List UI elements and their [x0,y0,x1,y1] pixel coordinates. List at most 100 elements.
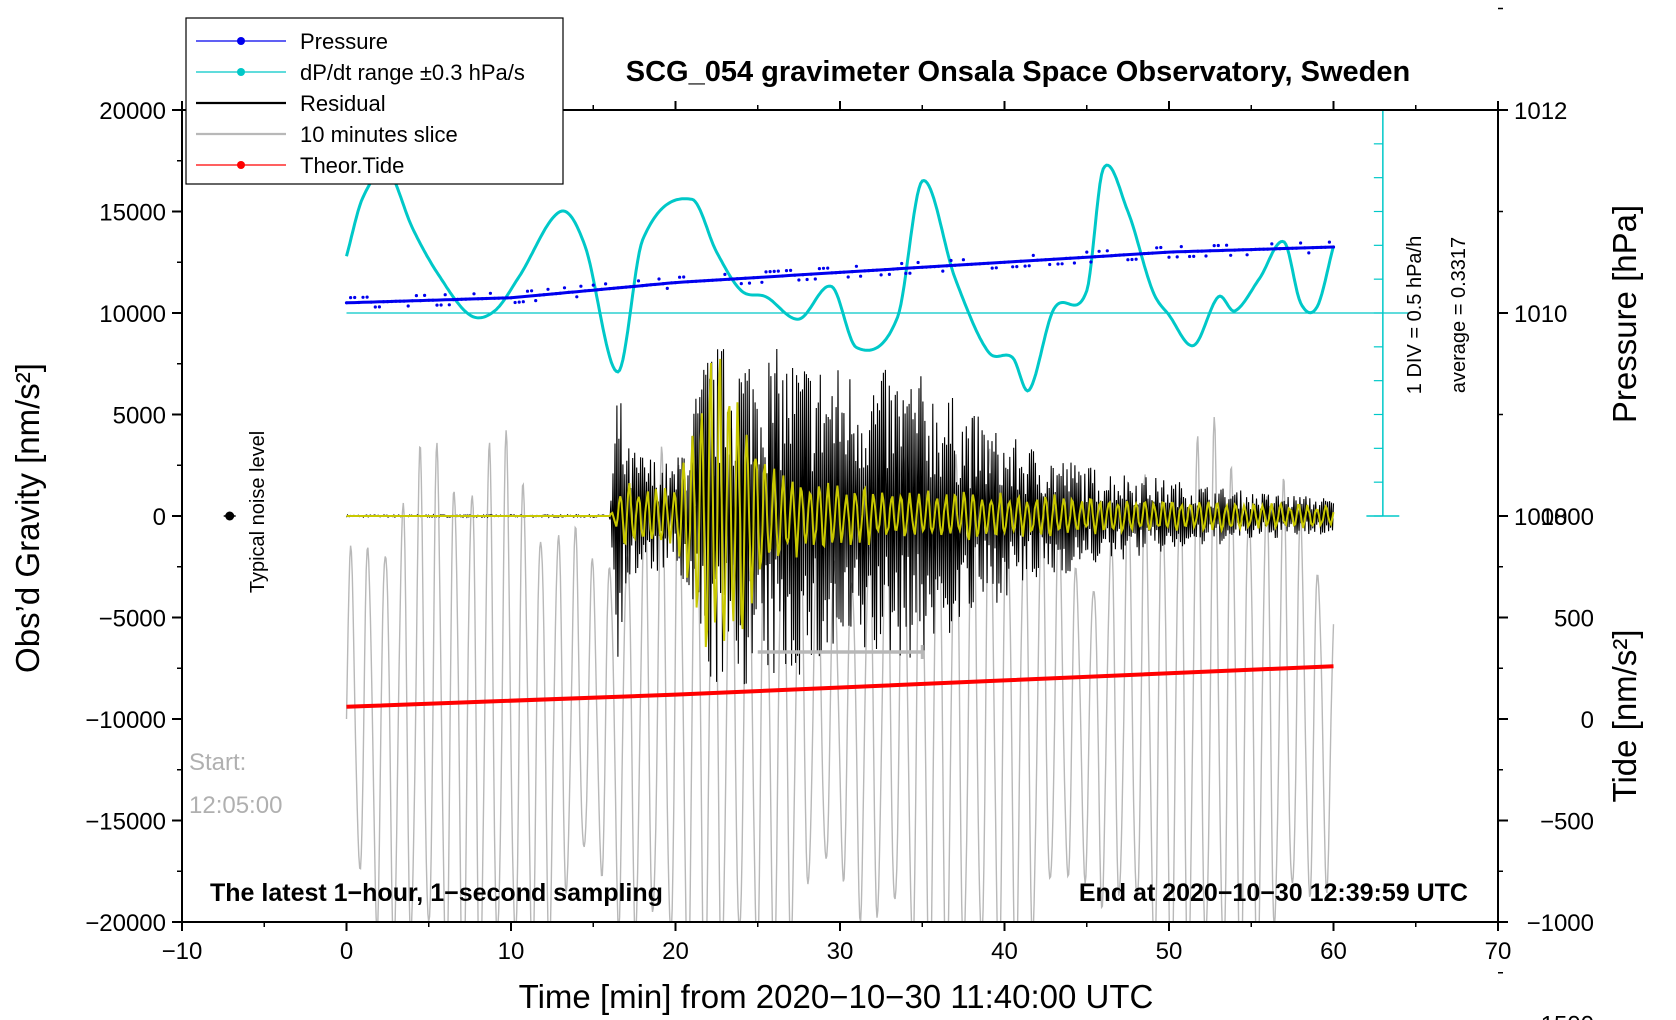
pressure-point [1286,246,1290,250]
y-tick-label: 0 [153,504,166,531]
pressure-point [961,258,966,262]
pressure-point [982,261,986,266]
pressure-point [1216,243,1220,248]
pressure-point [1023,264,1027,268]
tide-tick-label: −1000 [1527,910,1594,937]
pressure-point [883,268,887,272]
pressure-point [1068,256,1072,260]
pressure-point [817,267,822,271]
pressure-point [933,265,937,269]
series-theoretical-tide [346,664,1334,709]
pressure-point [1249,248,1253,252]
pressure-point [468,297,472,301]
pressure-point [443,293,447,297]
pressure-point [706,278,711,283]
x-axis-label: Time [min] from 2020−10−30 11:40:00 UTC [519,978,1154,1015]
pressure-point [534,299,538,303]
pressure-point [1196,249,1200,253]
pressure-point [562,286,567,290]
x-tick-label: 70 [1485,938,1512,965]
pressure-point [1052,257,1056,261]
x-tick-label: 60 [1320,938,1347,965]
pressure-point [1200,249,1204,253]
pressure-point [406,304,410,308]
pressure-point [546,287,550,291]
pressure-point [710,278,715,282]
pressure-point [636,279,641,283]
y-tick-label: −5000 [99,606,166,633]
pressure-point [1237,248,1241,252]
pressure-tick-label: 1010 [1514,301,1567,328]
pressure-point [760,280,764,284]
pressure-point [776,269,780,273]
pressure-point [916,260,920,265]
noise-level-label: Typical noise level [247,431,269,593]
pressure-point [920,265,924,269]
pressure-point [1122,253,1126,257]
pressure-point [1323,245,1327,249]
pressure-point [373,305,377,309]
pressure-point [1118,253,1122,257]
pressure-point [645,283,649,287]
pressure-point [978,262,982,266]
pressure-point [1035,258,1039,262]
pressure-point [414,294,418,298]
pressure-point [1109,254,1113,258]
pressure-point [1253,247,1257,251]
pressure-point [682,275,686,279]
pressure-point [747,281,752,285]
pressure-point [1212,244,1216,248]
pressure-point [937,264,941,268]
pressure-point [1105,249,1109,253]
pressure-point [879,273,883,277]
y-tick-label: 10000 [99,301,166,328]
pressure-point [1188,254,1192,259]
scale-average-label: average = 0.3317 [1448,237,1470,393]
pressure-point [542,293,546,297]
chart-title: SCG_054 gravimeter Onsala Space Observat… [626,56,1410,88]
pressure-point [418,299,423,303]
pressure-point [1031,253,1035,257]
pressure-tick-label: 1012 [1514,98,1567,125]
pressure-point [1155,246,1159,250]
pressure-point [1299,241,1303,245]
pressure-point [1064,256,1068,260]
pressure-point [1175,255,1179,259]
pressure-point [579,284,583,288]
pressure-point [1076,256,1081,260]
pressure-point [1266,247,1270,251]
pressure-point [423,293,427,297]
pressure-point [801,273,805,277]
pressure-point [587,288,591,293]
pressure-point [377,305,381,309]
pressure-point [838,270,842,274]
pressure-point [480,297,484,301]
pressure-point [1294,246,1299,250]
pressure-point [1167,255,1171,259]
pressure-point [493,296,497,300]
pressure-point [455,297,460,301]
pressure-point [854,264,859,268]
pressure-point [924,265,929,269]
pressure-point [616,286,620,290]
pressure-point [509,296,513,300]
pressure-point [1002,260,1007,264]
pressure-point [1151,251,1155,255]
pressure-point [1138,252,1142,256]
pressure-point [846,275,850,279]
y-tick-label: −10000 [85,707,166,734]
pressure-point [464,297,468,301]
pressure-point [731,277,735,281]
pressure-point [953,263,957,267]
y-axis-label-left: Obs’d Gravity [nm/s²] [9,363,46,673]
pressure-point [632,284,637,288]
pressure-point [863,269,867,273]
pressure-point [386,300,390,304]
pressure-point [431,298,435,302]
pressure-point [653,282,657,287]
pressure-point [558,291,562,295]
pressure-point [908,271,912,275]
pressure-point [1208,249,1212,253]
y-tick-label: 20000 [99,98,166,125]
pressure-point [834,271,838,275]
